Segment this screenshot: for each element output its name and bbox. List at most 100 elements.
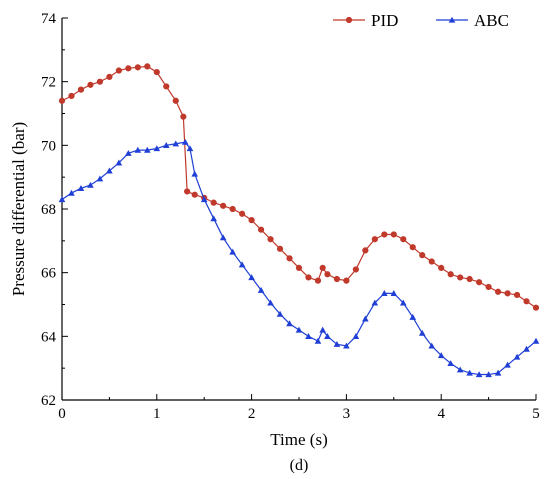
y-tick-label: 74: [41, 11, 57, 27]
data-point-pid: [184, 188, 191, 195]
data-point-abc: [390, 290, 398, 296]
y-tick-label: 62: [41, 393, 56, 409]
data-point-abc: [532, 337, 540, 344]
data-point-pid: [115, 67, 122, 74]
data-point-abc: [352, 333, 360, 339]
legend: PID ABC: [333, 11, 509, 30]
series-pid: [58, 63, 540, 311]
axes: 0 1 2 3 4 5 62 64 66 68 70 72 74: [41, 11, 540, 422]
data-point-abc: [181, 138, 189, 145]
data-point-abc: [456, 366, 464, 373]
x-tick-label: 0: [58, 406, 66, 422]
data-point-abc: [494, 369, 502, 376]
data-point-abc: [319, 326, 326, 333]
data-point-pid: [381, 231, 388, 238]
legend-item-abc: ABC: [436, 11, 509, 30]
data-point-pid: [295, 264, 303, 271]
data-point-pid: [523, 298, 530, 305]
data-point-abc: [371, 299, 379, 306]
data-point-pid: [87, 81, 94, 88]
x-tick-label: 3: [343, 406, 351, 422]
data-point-pid: [438, 264, 445, 271]
data-point-pid: [466, 275, 473, 283]
data-point-abc: [324, 333, 331, 339]
data-point-abc: [257, 286, 265, 293]
data-point-pid: [504, 290, 511, 297]
data-point-pid: [144, 63, 151, 70]
data-point-pid: [457, 274, 464, 281]
data-point-abc: [87, 181, 94, 188]
data-point-abc: [186, 145, 194, 152]
data-point-pid: [180, 113, 187, 120]
data-point-pid: [96, 78, 104, 85]
data-point-abc: [219, 234, 227, 241]
data-point-pid: [513, 291, 521, 299]
data-point-abc: [248, 274, 255, 281]
data-point-pid: [333, 275, 341, 283]
data-point-abc: [238, 261, 246, 268]
data-point-pid: [494, 288, 502, 295]
data-point-abc: [362, 315, 369, 322]
data-point-abc: [172, 140, 180, 147]
x-axis-title: Time (s): [270, 430, 327, 449]
data-point-pid: [352, 266, 359, 273]
data-point-abc: [466, 369, 473, 376]
data-point-abc: [106, 167, 113, 174]
data-point-pid: [286, 255, 293, 262]
data-point-pid: [324, 271, 331, 278]
data-point-pid: [68, 92, 75, 100]
data-point-abc: [428, 342, 436, 349]
data-point-abc: [343, 342, 350, 349]
data-point-abc: [333, 340, 341, 347]
legend-marker-abc: [448, 16, 456, 23]
data-point-abc: [295, 326, 303, 333]
data-point-abc: [153, 145, 161, 152]
y-tick-label: 70: [41, 138, 56, 154]
data-point-pid: [476, 279, 483, 286]
data-point-abc: [475, 371, 483, 378]
data-point-pid: [239, 210, 246, 217]
x-tick-label: 4: [437, 406, 445, 422]
legend-label-abc: ABC: [474, 11, 509, 30]
data-point-abc: [77, 185, 85, 191]
data-point-pid: [257, 226, 265, 233]
data-point-abc: [267, 299, 274, 306]
legend-label-pid: PID: [371, 11, 398, 30]
data-point-abc: [314, 337, 322, 344]
data-point-pid: [229, 205, 236, 213]
data-point-pid: [58, 97, 66, 104]
data-point-abc: [200, 196, 208, 203]
data-point-abc: [58, 196, 66, 203]
data-point-pid: [447, 271, 454, 278]
data-point-abc: [68, 189, 75, 196]
y-tick-label: 66: [41, 266, 57, 282]
data-point-pid: [362, 247, 369, 254]
data-point-abc: [115, 159, 123, 166]
data-point-pid: [267, 236, 274, 243]
data-point-pid: [106, 73, 113, 80]
x-tick-label: 2: [248, 406, 256, 422]
data-point-pid: [210, 199, 217, 206]
y-tick-label: 68: [41, 202, 56, 218]
data-point-pid: [371, 236, 378, 243]
data-point-pid: [220, 202, 227, 209]
series-line-abc: [61, 141, 537, 376]
data-point-pid: [305, 274, 312, 281]
data-point-abc: [485, 371, 492, 378]
data-point-abc: [229, 248, 236, 255]
data-point-abc: [162, 142, 170, 148]
y-axis-title: Pressure differential (bar): [9, 122, 28, 296]
data-point-pid: [400, 236, 407, 243]
data-point-abc: [504, 361, 511, 368]
data-point-pid: [125, 65, 132, 72]
data-point-pid: [532, 304, 540, 311]
data-point-abc: [305, 333, 312, 339]
data-point-pid: [485, 283, 492, 291]
data-point-pid: [134, 64, 141, 71]
data-point-pid: [419, 252, 426, 259]
data-point-abc: [125, 149, 132, 156]
data-point-abc: [96, 175, 104, 182]
data-point-abc: [191, 170, 199, 177]
data-point-abc: [513, 353, 521, 360]
